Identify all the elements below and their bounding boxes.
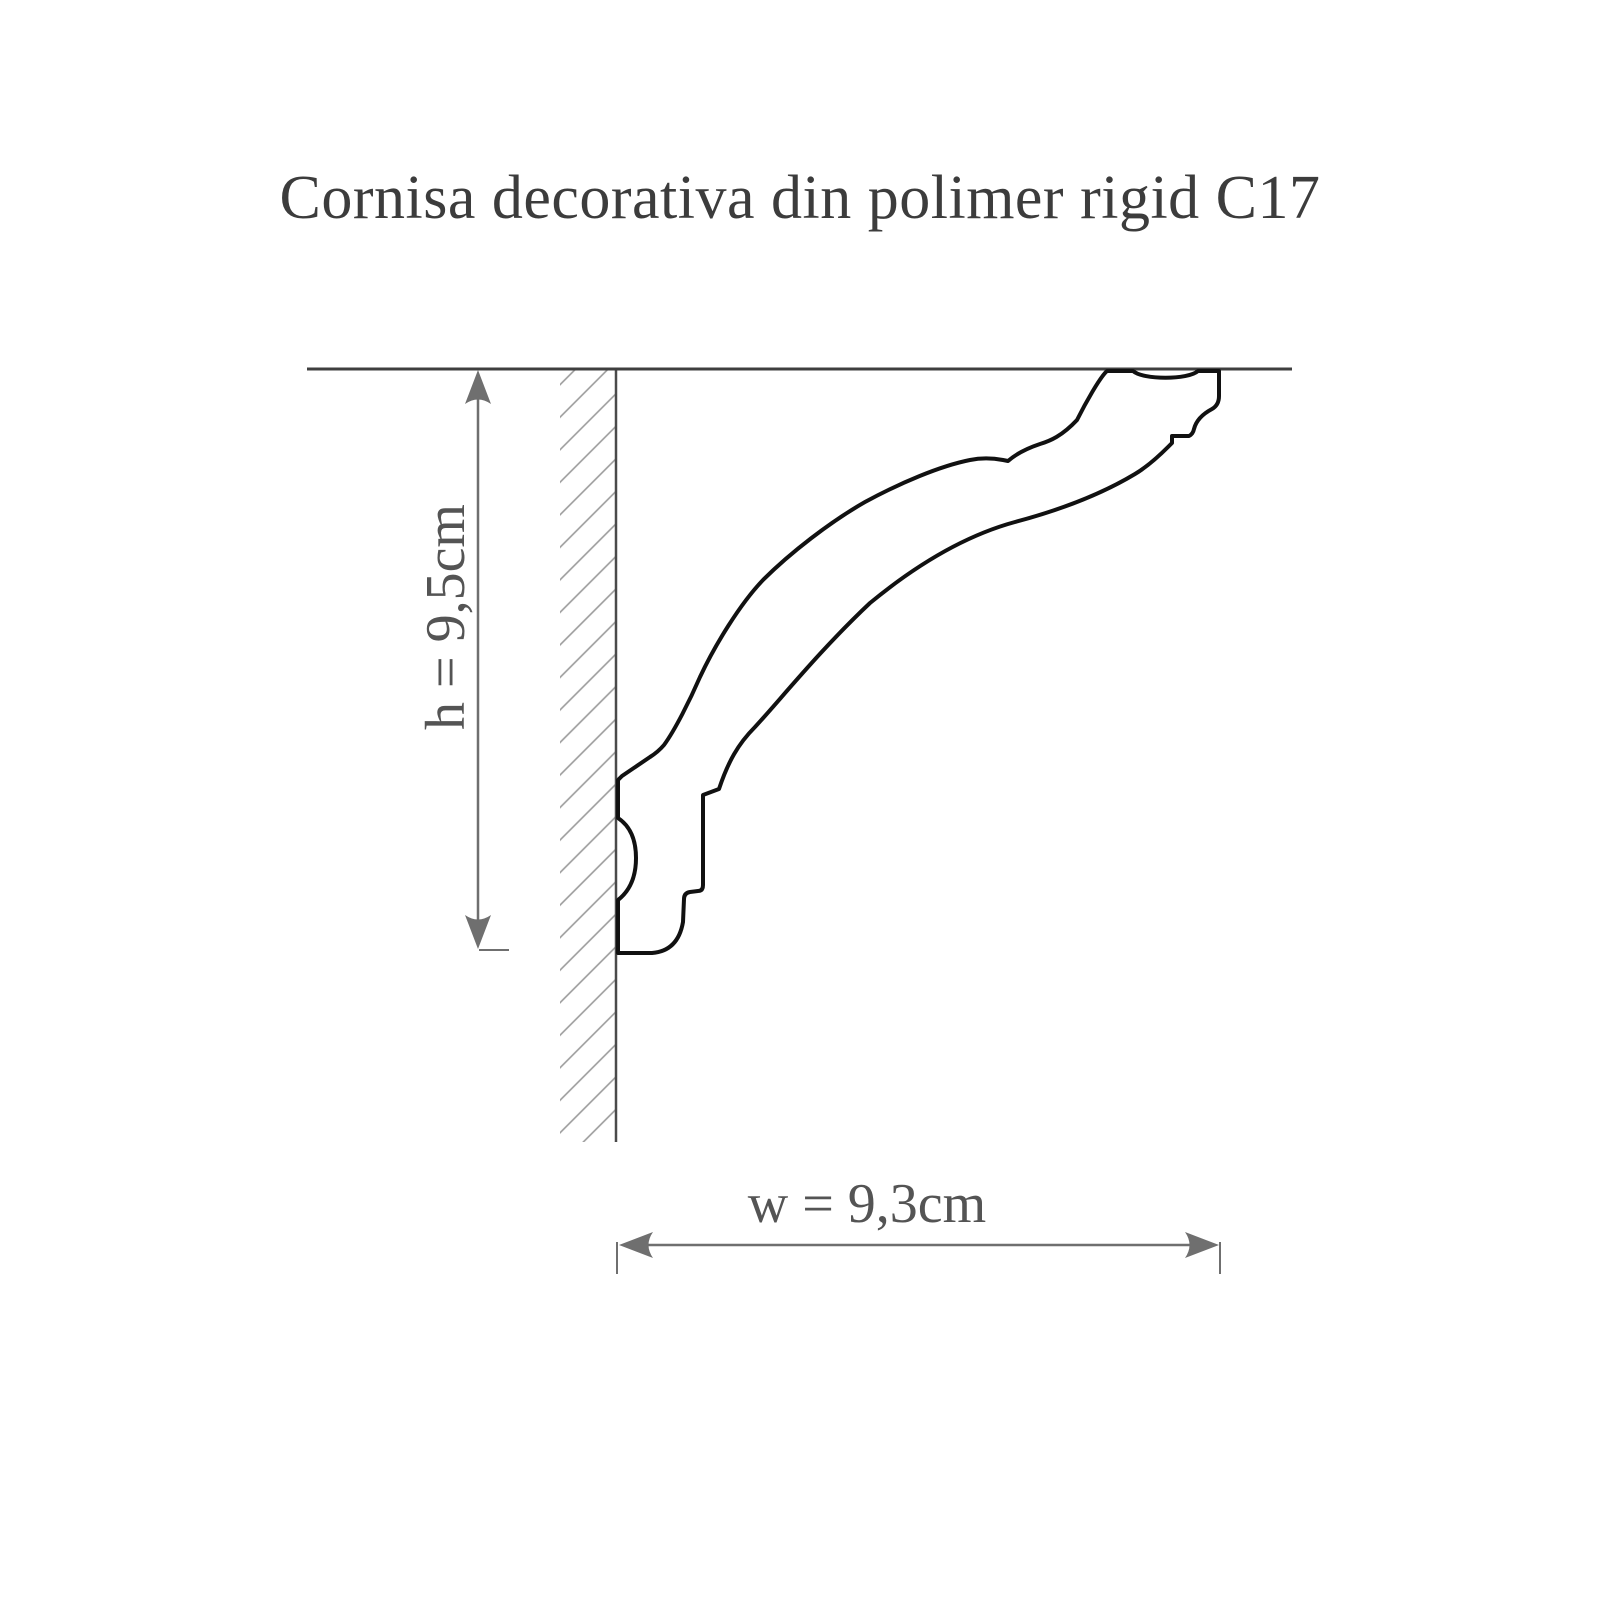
height-dimension: h = 9,5cm xyxy=(415,370,509,951)
wall-section-hatch xyxy=(560,369,617,1142)
page-title: Cornisa decorativa din polimer rigid C17 xyxy=(279,164,1320,232)
height-dimension-label: h = 9,5cm xyxy=(415,504,477,730)
width-dimension-label: w = 9,3cm xyxy=(748,1173,986,1235)
height-arrow-down-icon xyxy=(465,915,491,949)
width-arrow-right-icon xyxy=(1185,1232,1219,1258)
width-dimension: w = 9,3cm xyxy=(616,1173,1221,1274)
cornice-profile-outline xyxy=(616,369,1221,955)
width-arrow-left-icon xyxy=(619,1232,653,1258)
height-arrow-up-icon xyxy=(465,370,491,404)
